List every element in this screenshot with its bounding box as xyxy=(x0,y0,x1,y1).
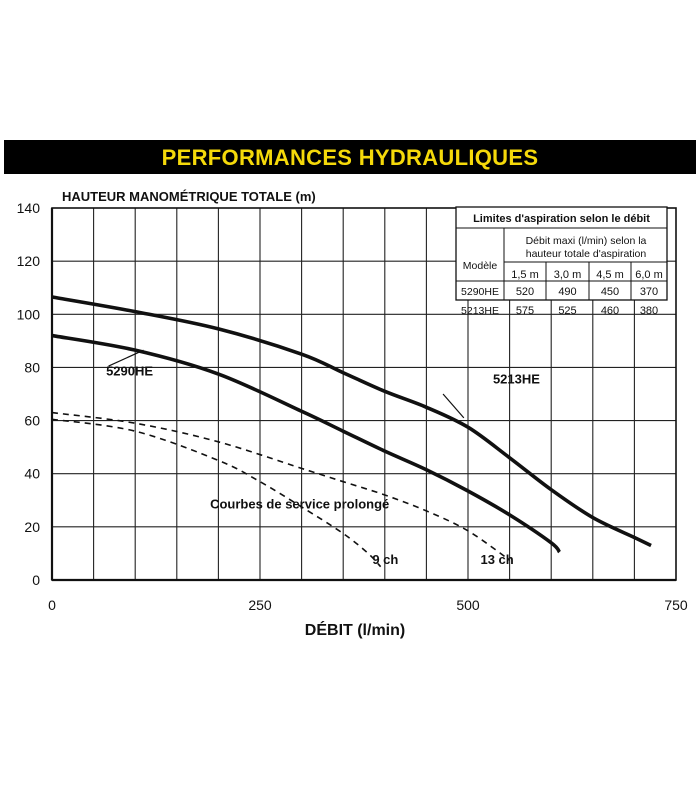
label-layer: 5290HE 5213HE Courbes de service prolongé 9… xyxy=(106,349,540,567)
table-cell: 370 xyxy=(640,286,658,298)
leader-line-5213he xyxy=(442,393,465,419)
table-model-header: Modèle xyxy=(463,260,498,272)
annotation-label: 5290HE xyxy=(106,363,153,378)
table-cell: 450 xyxy=(601,286,619,298)
table-row-model: 5213HE xyxy=(461,305,499,317)
table-column-header: 3,0 m xyxy=(554,269,582,281)
annotation-label: 9 ch xyxy=(372,552,398,567)
aspiration-limits-table: Limites d'aspiration selon le débit Débit… xyxy=(455,206,668,317)
y-tick-label: 100 xyxy=(17,306,41,322)
series-line-5213he xyxy=(51,295,652,548)
table-cell: 520 xyxy=(516,286,534,298)
y-tick-label: 40 xyxy=(24,466,40,482)
series-line-9-ch xyxy=(51,418,382,568)
y-tick-label: 80 xyxy=(24,359,40,375)
table-column-header: 6,0 m xyxy=(635,269,663,281)
series-line-13-ch xyxy=(51,411,511,561)
x-tick-label: 250 xyxy=(248,597,272,613)
table-group-header: Débit maxi (l/min) selon la xyxy=(526,235,647,247)
series-line-5290he xyxy=(51,333,561,554)
x-tick-label: 500 xyxy=(456,597,480,613)
y-tick-label: 60 xyxy=(24,413,40,429)
table-column-header: 4,5 m xyxy=(596,269,624,281)
table-cell: 460 xyxy=(601,305,619,317)
y-tick-label: 0 xyxy=(32,572,40,588)
y-tick-label: 140 xyxy=(17,200,41,216)
grid-layer xyxy=(52,208,676,580)
x-axis-label: DÉBIT (l/min) xyxy=(305,620,405,639)
annotation-label: Courbes de service prolongé xyxy=(210,496,389,511)
table-column-header: 1,5 m xyxy=(511,269,539,281)
table-cell: 380 xyxy=(640,305,658,317)
x-tick-label: 0 xyxy=(48,597,56,613)
y-axis-label: HAUTEUR MANOMÉTRIQUE TOTALE (m) xyxy=(62,189,316,204)
table-frame xyxy=(455,206,668,301)
table-row-model: 5290HE xyxy=(461,286,499,298)
y-tick-label: 20 xyxy=(24,519,40,535)
table-cell: 575 xyxy=(516,305,534,317)
table-cell: 525 xyxy=(558,305,576,317)
table-group-header: hauteur totale d'aspiration xyxy=(526,248,647,260)
table-title: Limites d'aspiration selon le débit xyxy=(473,213,650,225)
leader-line-5290he xyxy=(108,349,144,367)
chart-title: PERFORMANCES HYDRAULIQUES xyxy=(161,145,539,170)
annotation-label: 5213HE xyxy=(493,371,540,386)
annotation-label: 13 ch xyxy=(480,552,513,567)
series-layer xyxy=(51,295,652,568)
title-bar: PERFORMANCES HYDRAULIQUES xyxy=(4,140,696,174)
axis-layer: 0 20 40 60 80 100 120 140 0 250 500 750 HAUTEUR MANO… xyxy=(17,189,688,639)
table-cell: 490 xyxy=(558,286,576,298)
y-tick-label: 120 xyxy=(17,253,41,269)
x-tick-label: 750 xyxy=(664,597,688,613)
